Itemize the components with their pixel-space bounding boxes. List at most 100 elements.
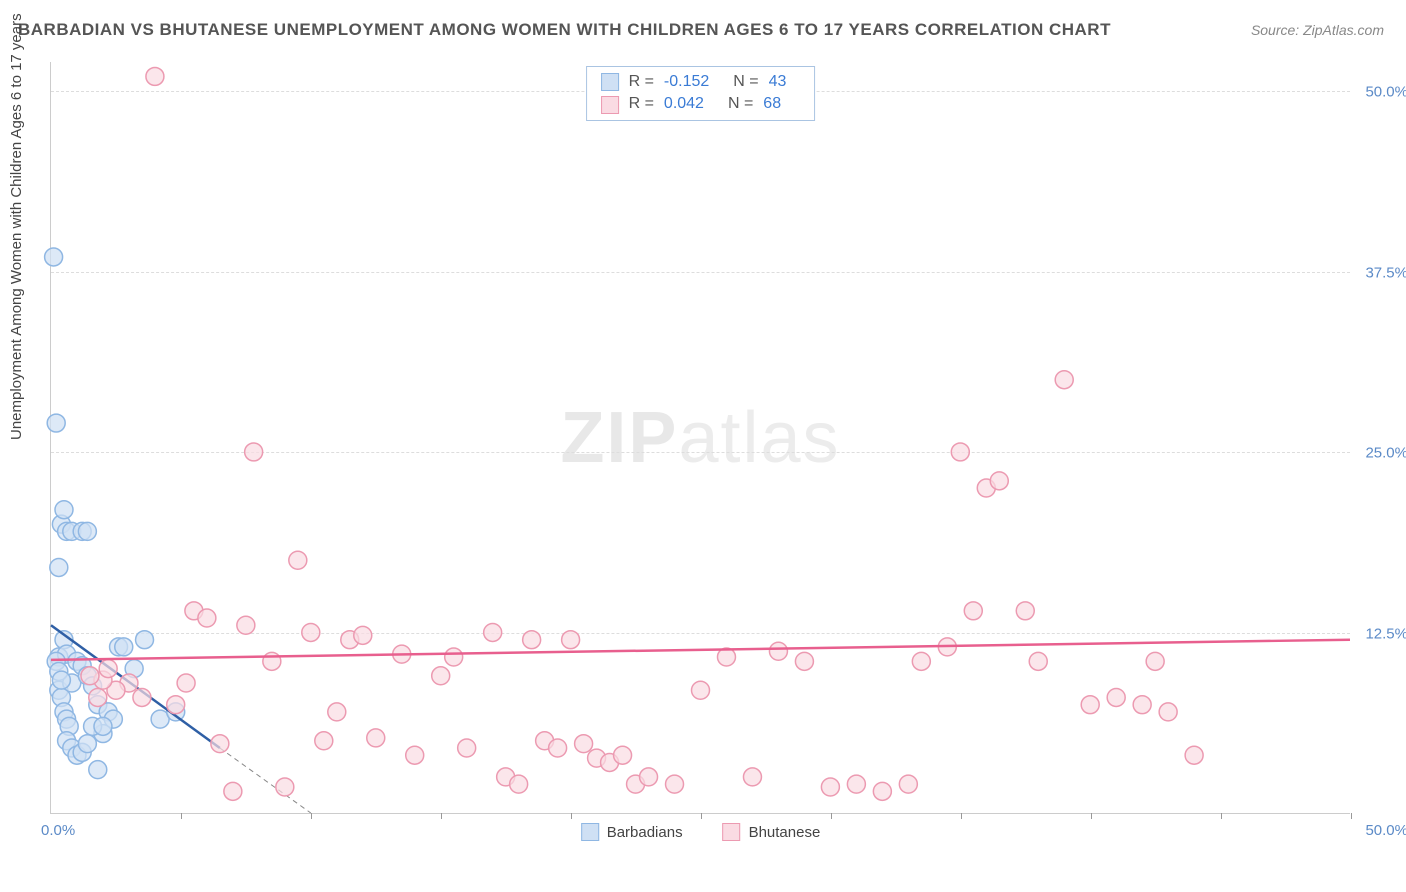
n-value-barbadians: 43	[769, 71, 787, 93]
scatter-point	[899, 775, 917, 793]
scatter-point	[78, 735, 96, 753]
x-tick-mark	[311, 813, 312, 819]
legend-label-barbadians: Barbadians	[607, 824, 683, 841]
scatter-point	[575, 735, 593, 753]
correlation-legend: R = -0.152 N = 43 R = 0.042 N = 68	[586, 66, 816, 121]
x-tick-max: 50.0%	[1365, 822, 1406, 839]
scatter-point	[78, 522, 96, 540]
scatter-point	[873, 782, 891, 800]
scatter-point	[328, 703, 346, 721]
scatter-point	[1146, 652, 1164, 670]
legend-swatch-barbadians	[581, 823, 599, 841]
scatter-point	[263, 652, 281, 670]
scatter-point	[692, 681, 710, 699]
x-tick-mark	[181, 813, 182, 819]
x-tick-mark	[441, 813, 442, 819]
swatch-bhutanese	[601, 96, 619, 114]
scatter-point	[769, 642, 787, 660]
n-value-bhutanese: 68	[763, 93, 781, 115]
scatter-point	[666, 775, 684, 793]
series-legend: Barbadians Bhutanese	[581, 823, 821, 841]
x-tick-mark	[961, 813, 962, 819]
scatter-point	[354, 626, 372, 644]
scatter-point	[55, 501, 73, 519]
n-label: N =	[733, 71, 758, 93]
r-label: R =	[629, 93, 654, 115]
scatter-point	[614, 746, 632, 764]
scatter-point	[89, 688, 107, 706]
x-tick-mark	[1351, 813, 1352, 819]
scatter-point	[458, 739, 476, 757]
chart-svg	[51, 62, 1350, 813]
scatter-point	[115, 638, 133, 656]
legend-label-bhutanese: Bhutanese	[749, 824, 821, 841]
source-attribution: Source: ZipAtlas.com	[1251, 22, 1384, 38]
legend-item-barbadians: Barbadians	[581, 823, 683, 841]
scatter-point	[198, 609, 216, 627]
r-label: R =	[629, 71, 654, 93]
legend-swatch-bhutanese	[723, 823, 741, 841]
scatter-point	[276, 778, 294, 796]
scatter-point	[484, 623, 502, 641]
scatter-point	[367, 729, 385, 747]
scatter-point	[211, 735, 229, 753]
y-tick-label: 12.5%	[1365, 626, 1406, 643]
r-value-bhutanese: 0.042	[664, 93, 704, 115]
scatter-point	[562, 631, 580, 649]
scatter-point	[1055, 371, 1073, 389]
scatter-point	[45, 248, 63, 266]
scatter-point	[167, 696, 185, 714]
scatter-point	[146, 67, 164, 85]
scatter-point	[302, 623, 320, 641]
scatter-point	[224, 782, 242, 800]
x-tick-mark	[1221, 813, 1222, 819]
correlation-row-barbadians: R = -0.152 N = 43	[601, 71, 801, 93]
scatter-point	[1081, 696, 1099, 714]
x-tick-mark	[1091, 813, 1092, 819]
scatter-point	[1016, 602, 1034, 620]
scatter-point	[237, 616, 255, 634]
scatter-point	[964, 602, 982, 620]
scatter-point	[52, 671, 70, 689]
scatter-point	[1107, 688, 1125, 706]
scatter-point	[94, 717, 112, 735]
scatter-point	[136, 631, 154, 649]
scatter-point	[821, 778, 839, 796]
scatter-point	[432, 667, 450, 685]
scatter-point	[47, 414, 65, 432]
x-tick-min: 0.0%	[41, 822, 75, 839]
scatter-point	[406, 746, 424, 764]
y-tick-label: 37.5%	[1365, 264, 1406, 281]
scatter-point	[640, 768, 658, 786]
y-tick-label: 50.0%	[1365, 83, 1406, 100]
scatter-point	[912, 652, 930, 670]
r-value-barbadians: -0.152	[664, 71, 709, 93]
scatter-point	[1029, 652, 1047, 670]
scatter-point	[1133, 696, 1151, 714]
scatter-point	[99, 660, 117, 678]
scatter-point	[89, 761, 107, 779]
correlation-row-bhutanese: R = 0.042 N = 68	[601, 93, 801, 115]
scatter-point	[523, 631, 541, 649]
scatter-point	[795, 652, 813, 670]
x-tick-mark	[571, 813, 572, 819]
scatter-point	[1185, 746, 1203, 764]
scatter-point	[245, 443, 263, 461]
scatter-point	[315, 732, 333, 750]
y-tick-label: 25.0%	[1365, 445, 1406, 462]
n-label: N =	[728, 93, 753, 115]
legend-item-bhutanese: Bhutanese	[723, 823, 821, 841]
scatter-point	[177, 674, 195, 692]
x-tick-mark	[701, 813, 702, 819]
scatter-point	[549, 739, 567, 757]
chart-title: BARBADIAN VS BHUTANESE UNEMPLOYMENT AMON…	[18, 20, 1111, 40]
trend-line-extension	[220, 748, 311, 813]
scatter-point	[50, 558, 68, 576]
y-axis-label: Unemployment Among Women with Children A…	[8, 13, 25, 440]
scatter-point	[847, 775, 865, 793]
plot-area: ZIPatlas 12.5%25.0%37.5%50.0% 0.0% 50.0%…	[50, 62, 1350, 814]
swatch-barbadians	[601, 73, 619, 91]
scatter-point	[81, 667, 99, 685]
scatter-point	[445, 648, 463, 666]
scatter-point	[951, 443, 969, 461]
